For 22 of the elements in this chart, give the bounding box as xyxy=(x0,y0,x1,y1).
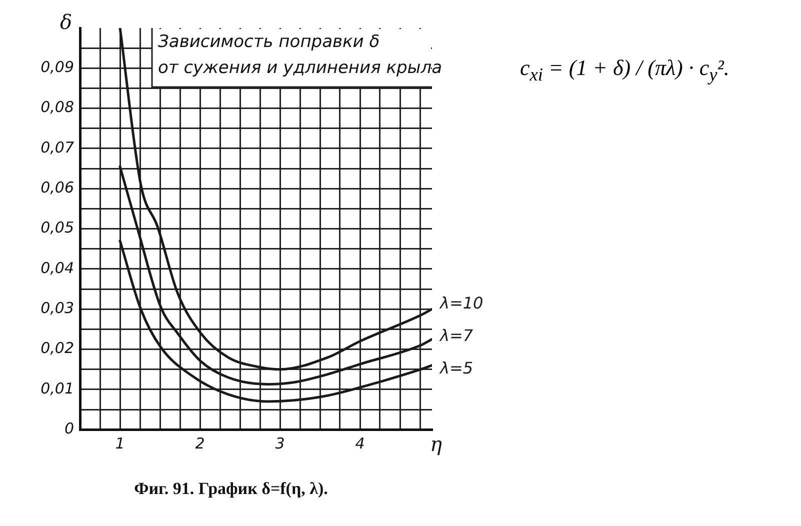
y-tick-label: 0,09 xyxy=(40,58,74,76)
text: c$_{xi}$ = (1 + δ) / (πλ) · c$_{y}$². xyxy=(520,55,730,86)
y-tick-label: 0,04 xyxy=(40,258,74,277)
y-tick-label: 0,03 xyxy=(40,299,74,318)
annotation: Зависимость поправки δ от сужения и удлинения крыла xyxy=(158,32,442,78)
series-label: λ=7 xyxy=(439,326,474,345)
y-tick-label: 0,07 xyxy=(40,138,74,156)
series-label: λ=5 xyxy=(439,358,474,378)
text: Фиг. 91. График δ=f(η, λ). xyxy=(134,479,328,498)
x-tick-label: 1 xyxy=(115,434,125,452)
y-tick-label: 0 xyxy=(64,419,74,438)
y-tick-label: 0,06 xyxy=(40,178,74,197)
y-tick-label: 0,01 xyxy=(40,379,74,398)
y-axis-title: δ xyxy=(60,10,72,34)
x-axis-title: η xyxy=(430,432,442,456)
series-label: λ=10 xyxy=(439,293,484,312)
x-tick-label: 2 xyxy=(195,434,205,452)
y-tick-label: 0,08 xyxy=(40,98,74,116)
y-tick-label: 0,05 xyxy=(40,218,74,237)
x-tick-label: 3 xyxy=(275,434,285,452)
y-tick-label: 0,02 xyxy=(40,339,74,358)
x-tick-label: 4 xyxy=(355,434,365,452)
